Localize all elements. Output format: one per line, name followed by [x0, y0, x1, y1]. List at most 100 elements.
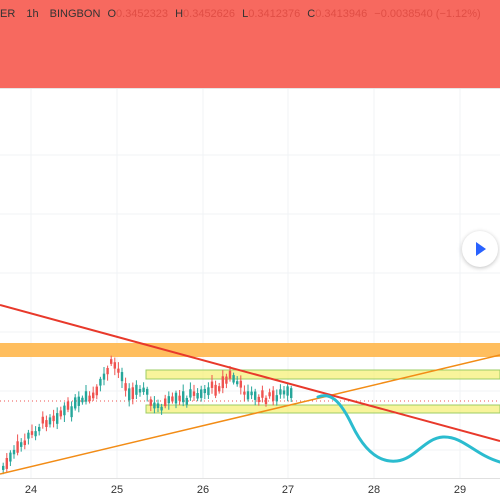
candle-body	[81, 397, 84, 403]
header-divider	[0, 88, 500, 89]
candle-body	[207, 387, 210, 396]
candle-body	[2, 465, 5, 470]
candle-body	[160, 406, 163, 411]
candle-body	[228, 370, 232, 379]
exchange-label: BINGBON	[49, 8, 101, 20]
candle-body	[182, 391, 185, 403]
candle-body	[275, 395, 278, 402]
candle-body	[27, 432, 30, 439]
candle-body	[178, 395, 181, 401]
resistance-trendline[interactable]	[0, 304, 500, 442]
resistance-zone[interactable]	[0, 343, 500, 357]
low-value: 0.3412376	[248, 8, 301, 20]
candle-body	[102, 373, 106, 380]
play-button[interactable]	[462, 231, 498, 267]
candle-body	[12, 449, 16, 455]
candle-body	[106, 367, 109, 375]
candle-body	[268, 392, 271, 397]
high-label: H	[175, 8, 184, 20]
candle-body	[84, 391, 88, 402]
candle-body	[185, 397, 188, 405]
close-value: 0.3413946	[315, 8, 368, 20]
candle-body	[45, 420, 48, 428]
candle-body	[117, 368, 120, 373]
candle-body	[164, 398, 167, 407]
candle-body	[128, 388, 131, 401]
candle-body	[221, 376, 224, 389]
candle-body	[20, 442, 23, 447]
candle-body	[9, 452, 12, 462]
candle-body	[272, 390, 275, 401]
candle-body	[135, 384, 138, 395]
candle-body	[196, 393, 199, 399]
candlesticks	[2, 355, 293, 475]
candle-body	[146, 388, 149, 395]
candle-body	[38, 426, 41, 432]
candle-body	[218, 386, 221, 392]
open-label: O	[107, 8, 117, 20]
candle-body	[282, 390, 286, 395]
candle-body	[120, 372, 124, 382]
candle-body	[66, 401, 70, 410]
candle-body	[261, 390, 264, 398]
time-tick: 29	[453, 484, 467, 496]
candle-body	[52, 415, 55, 422]
candle-body	[74, 397, 77, 409]
time-tick: 28	[367, 484, 381, 496]
symbol-name[interactable]: ER	[0, 8, 16, 20]
candle-body	[286, 386, 289, 396]
candle-body	[279, 389, 282, 395]
candle-body	[30, 431, 34, 435]
time-tick: 27	[281, 484, 295, 496]
high-value: 0.3452626	[183, 8, 236, 20]
candle-body	[110, 359, 113, 364]
candle-body	[56, 413, 59, 424]
candle-body	[99, 378, 102, 386]
candle-body	[214, 384, 217, 396]
candle-body	[192, 391, 196, 396]
low-label: L	[242, 8, 249, 20]
candle-body	[149, 399, 152, 406]
time-axis[interactable]: 24 25 26 27 28 29	[0, 478, 500, 501]
candle-body	[254, 391, 257, 400]
candle-body	[16, 441, 19, 453]
candle-body	[264, 397, 268, 404]
candle-body	[77, 396, 80, 406]
candle-body	[167, 396, 170, 404]
candle-body	[203, 388, 206, 394]
candle-body	[95, 386, 98, 396]
candle-body	[59, 410, 62, 417]
candle-body	[250, 391, 253, 396]
candle-body	[5, 457, 8, 469]
interval-label[interactable]: 1h	[26, 8, 39, 20]
time-tick: 24	[24, 484, 38, 496]
chart-header	[0, 0, 500, 88]
candle-body	[239, 380, 242, 388]
candle-body	[225, 376, 228, 384]
candle-body	[88, 395, 91, 402]
candle-body	[153, 402, 156, 409]
candle-body	[41, 416, 44, 424]
price-projection-path[interactable]	[316, 394, 500, 464]
candle-body	[113, 362, 116, 369]
candle-body	[236, 381, 239, 385]
candle-body	[156, 403, 160, 408]
time-tick: 26	[196, 484, 210, 496]
ohlc-legend: ER 1h BINGBON O0.3452323 H0.3452626 L0.3…	[0, 8, 481, 20]
price-chart[interactable]	[0, 89, 500, 478]
open-value: 0.3452323	[116, 8, 169, 20]
lower-range-zone[interactable]	[145, 404, 500, 414]
candle-body	[232, 375, 235, 383]
candle-body	[138, 388, 142, 393]
candle-body	[290, 388, 293, 399]
change-value: −0.0038540 (−1.12%)	[374, 8, 481, 20]
upper-range-zone[interactable]	[145, 369, 500, 380]
candle-body	[200, 389, 203, 398]
candle-body	[70, 406, 73, 418]
support-trendline[interactable]	[0, 354, 500, 475]
candle-body	[131, 387, 134, 400]
candle-body	[189, 389, 192, 398]
candle-body	[23, 440, 26, 446]
candle-body	[243, 391, 246, 395]
candle-body	[246, 391, 250, 400]
